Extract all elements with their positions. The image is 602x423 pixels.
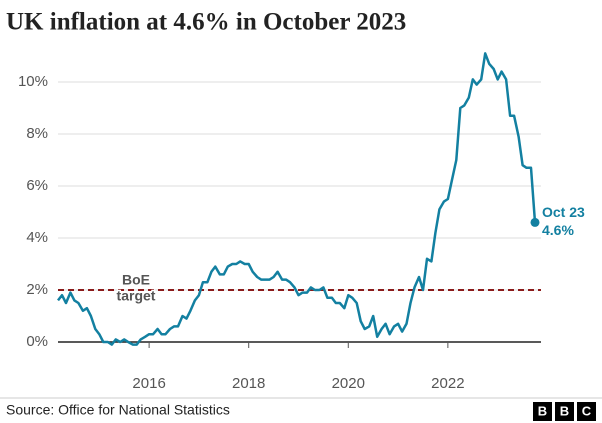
x-tick-label: 2016 — [132, 375, 165, 392]
y-tick-label: 2% — [26, 281, 48, 298]
logo-box — [533, 402, 552, 421]
logo-letter: B — [538, 403, 547, 418]
x-tick-label: 2022 — [431, 375, 464, 392]
chart-title: UK inflation at 4.6% in October 2023 — [6, 9, 406, 36]
logo-box — [555, 402, 574, 421]
series-line — [57, 52, 537, 346]
target-label: BoE — [122, 272, 150, 288]
end-label: Oct 23 — [542, 204, 585, 220]
logo-box — [577, 402, 596, 421]
y-tick-label: 0% — [26, 333, 48, 350]
source: Source: Office for National Statistics — [6, 402, 230, 418]
target-label: target — [117, 288, 156, 304]
logo-letter: C — [582, 403, 592, 418]
x-tick-label: 2018 — [232, 375, 265, 392]
y-tick-label: 6% — [26, 177, 48, 194]
y-tick-label: 8% — [26, 125, 48, 142]
y-tick-label: 10% — [18, 73, 48, 90]
end-point — [530, 217, 540, 227]
logo-letter: B — [560, 403, 569, 418]
x-tick-label: 2020 — [332, 375, 365, 392]
end-label: 4.6% — [542, 222, 574, 238]
y-tick-label: 4% — [26, 229, 48, 246]
